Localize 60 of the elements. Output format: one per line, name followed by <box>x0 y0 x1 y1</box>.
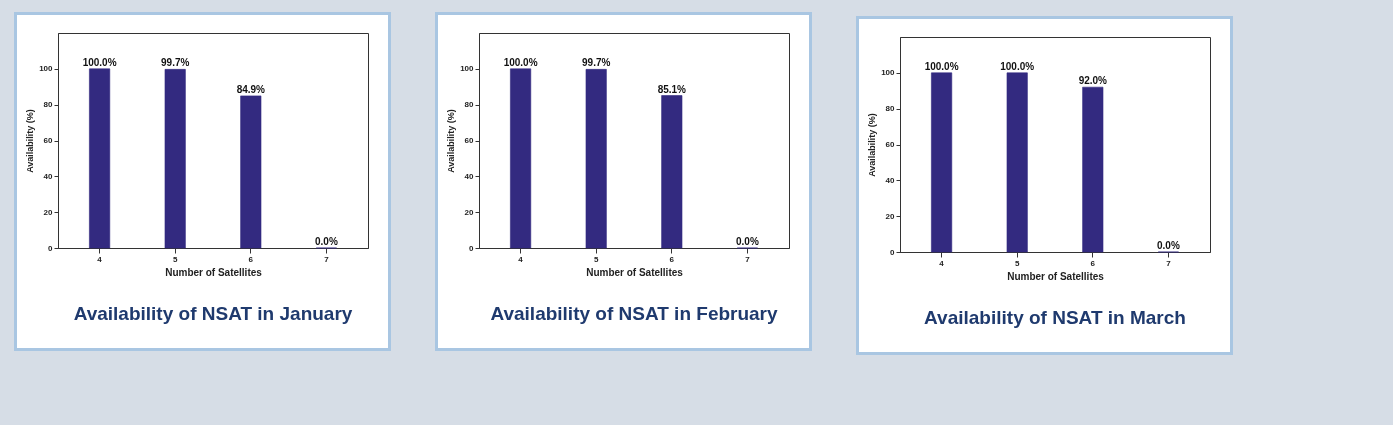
y-tick-label: 20 <box>464 207 475 217</box>
y-tick-label: 80 <box>885 104 896 114</box>
data-label: 100.0% <box>82 56 117 68</box>
y-tick-label: 100 <box>39 64 54 74</box>
text: Availability of NSAT in March <box>924 307 1186 328</box>
y-tick-label: 80 <box>464 100 475 110</box>
data-label: 100.0% <box>503 56 538 68</box>
data-label: 92.0% <box>1078 75 1108 87</box>
y-tick-label: 80 <box>43 100 54 110</box>
y-tick-label: 40 <box>464 171 475 181</box>
data-label: 85.1% <box>657 83 687 95</box>
x-axis-title: Number of Satellites <box>165 266 263 278</box>
bar <box>164 69 186 249</box>
y-axis-title: Availability (%) <box>867 113 878 177</box>
bar <box>240 95 262 249</box>
y-tick-label: 0 <box>469 243 475 253</box>
data-label: 100.0% <box>1000 60 1035 72</box>
bar <box>1006 72 1028 253</box>
y-tick-label: 100 <box>460 64 475 74</box>
bar <box>1082 86 1104 253</box>
data-label: 0.0% <box>736 236 759 247</box>
data-label: 0.0% <box>1157 240 1180 251</box>
x-tick-label: 4 <box>939 258 945 268</box>
x-tick-label: 7 <box>1166 258 1172 268</box>
bar <box>661 95 683 249</box>
x-tick-label: 5 <box>593 254 599 264</box>
x-tick-label: 7 <box>745 254 751 264</box>
x-tick-label: 4 <box>97 254 103 264</box>
y-tick-label: 60 <box>464 136 475 145</box>
x-tick-label: 7 <box>324 254 330 264</box>
y-tick-label: 60 <box>43 136 54 145</box>
x-axis-title: Number of Satellites <box>586 266 684 278</box>
y-axis-title: Availability (%) <box>446 109 457 173</box>
bar <box>89 68 111 249</box>
x-tick-label: 6 <box>248 254 254 264</box>
y-tick-label: 20 <box>43 207 54 217</box>
y-tick-label: 0 <box>890 247 896 257</box>
x-axis-title: Number of Satellites <box>1007 270 1105 282</box>
data-label: 99.7% <box>582 57 611 69</box>
y-tick-label: 40 <box>43 171 54 181</box>
x-tick-label: 4 <box>518 254 524 264</box>
y-tick-label: 20 <box>885 211 896 221</box>
data-label: 84.9% <box>236 83 266 95</box>
data-label: 99.7% <box>161 57 190 69</box>
x-tick-label: 5 <box>1014 258 1020 268</box>
text: Availability of NSAT in January <box>73 303 353 324</box>
bar <box>510 68 532 249</box>
y-axis-title: Availability (%) <box>25 109 36 173</box>
y-tick-label: 60 <box>885 140 896 149</box>
x-tick-label: 6 <box>669 254 675 264</box>
text: Availability of NSAT in February <box>490 303 779 324</box>
bar <box>931 72 953 253</box>
y-tick-label: 40 <box>885 175 896 185</box>
x-tick-label: 6 <box>1090 258 1096 268</box>
y-tick-label: 0 <box>48 243 54 253</box>
y-tick-label: 100 <box>881 68 896 78</box>
bar <box>585 69 607 249</box>
x-tick-label: 5 <box>172 254 178 264</box>
data-label: 0.0% <box>315 236 338 247</box>
data-label: 100.0% <box>924 60 959 72</box>
